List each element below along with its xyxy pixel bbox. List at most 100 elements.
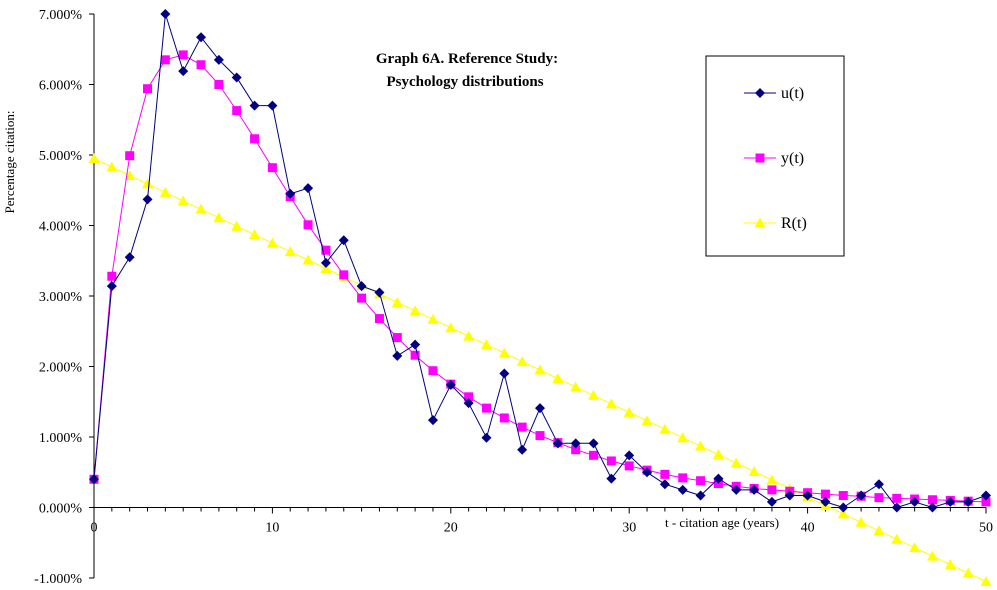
data-point-ut	[784, 490, 795, 501]
y-tick-label: 1.000%	[39, 431, 83, 446]
y-tick-label: 7.000%	[39, 8, 83, 23]
data-point-rt	[552, 372, 564, 383]
data-point-ut	[927, 502, 938, 513]
data-point-yt	[571, 445, 581, 455]
data-point-rt	[213, 212, 225, 223]
chart-title-line1: Graph 6A. Reference Study:	[376, 51, 558, 67]
data-point-yt	[250, 134, 260, 144]
x-tick-label: 40	[801, 521, 815, 536]
data-point-rt	[480, 339, 492, 350]
y-tick-label: 4.000%	[39, 220, 83, 235]
data-point-rt	[302, 254, 314, 265]
legend-item-yt: y(t)	[744, 150, 804, 167]
data-point-rt	[320, 263, 332, 274]
data-point-rt	[980, 576, 992, 587]
data-point-yt	[321, 245, 331, 255]
data-point-rt	[730, 457, 742, 468]
data-point-ut	[838, 502, 849, 513]
data-point-rt	[516, 356, 528, 367]
data-point-ut	[142, 194, 153, 205]
data-point-ut	[891, 502, 902, 513]
data-point-ut	[802, 490, 813, 501]
series-layer	[88, 9, 992, 587]
legend: u(t) y(t) R(t)	[705, 55, 845, 257]
data-point-ut	[249, 100, 260, 111]
data-point-ut	[981, 490, 991, 501]
data-point-ut	[392, 350, 403, 361]
data-point-rt	[177, 195, 189, 206]
data-point-rt	[962, 567, 974, 578]
data-point-rt	[249, 229, 261, 240]
legend-marker	[755, 153, 765, 163]
data-point-ut	[285, 188, 296, 199]
data-point-yt	[410, 350, 420, 360]
data-point-yt	[392, 333, 402, 343]
data-point-rt	[498, 347, 510, 358]
data-point-rt	[427, 313, 439, 324]
data-point-rt	[534, 364, 546, 375]
data-point-yt	[374, 314, 384, 324]
data-point-ut	[106, 281, 117, 292]
data-point-yt	[820, 489, 830, 499]
data-point-ut	[445, 379, 456, 390]
data-point-yt	[339, 270, 349, 280]
data-point-ut	[374, 287, 385, 298]
x-tick-label: 30	[622, 521, 636, 536]
x-tick-label: 0	[91, 521, 98, 536]
data-point-ut	[499, 368, 510, 379]
legend-item-ut: u(t)	[744, 85, 804, 102]
data-point-yt	[499, 413, 509, 423]
data-point-yt	[428, 366, 438, 376]
data-point-rt	[748, 466, 760, 477]
data-point-yt	[464, 392, 474, 402]
data-point-rt	[106, 161, 118, 172]
data-point-yt	[107, 271, 117, 281]
data-point-rt	[677, 432, 689, 443]
data-point-ut	[535, 403, 545, 414]
data-point-rt	[766, 474, 778, 485]
data-point-ut	[766, 496, 777, 507]
data-point-ut	[463, 398, 474, 409]
data-point-yt	[678, 473, 688, 483]
data-point-ut	[552, 438, 563, 449]
data-point-ut	[624, 450, 635, 461]
data-point-rt	[641, 415, 653, 426]
chart-title-line2: Psychology distributions	[386, 74, 543, 90]
data-point-ut	[713, 473, 724, 484]
data-point-rt	[605, 398, 617, 409]
x-tick-label: 20	[444, 521, 458, 536]
x-tick-label: 10	[265, 521, 279, 536]
y-tick-label: 0.000%	[39, 502, 83, 517]
data-point-rt	[695, 440, 707, 451]
data-point-yt	[267, 163, 277, 173]
series-rt	[88, 153, 992, 587]
data-point-rt	[88, 153, 100, 164]
data-point-ut	[606, 473, 617, 484]
data-point-rt	[409, 305, 421, 316]
data-point-ut	[677, 484, 688, 495]
data-point-yt	[589, 450, 599, 460]
data-point-ut	[659, 479, 670, 490]
legend-box	[705, 55, 845, 257]
data-point-rt	[588, 389, 600, 400]
data-point-rt	[463, 330, 475, 341]
data-point-rt	[391, 296, 403, 307]
data-point-yt	[767, 485, 777, 495]
series-ut	[89, 9, 991, 513]
data-point-yt	[125, 151, 135, 161]
data-point-yt	[357, 293, 367, 303]
data-point-yt	[214, 80, 224, 89]
legend-marker	[754, 217, 766, 228]
data-point-rt	[623, 406, 635, 417]
data-point-ut	[338, 235, 349, 246]
legend-label: u(t)	[781, 85, 804, 102]
data-point-yt	[535, 431, 545, 441]
data-point-yt	[838, 491, 848, 501]
data-point-rt	[909, 542, 921, 553]
data-point-yt	[232, 106, 242, 116]
data-point-ut	[410, 339, 421, 350]
data-point-ut	[303, 183, 314, 194]
data-point-yt	[696, 476, 706, 486]
data-point-ut	[749, 484, 760, 495]
legend-label: R(t)	[781, 215, 807, 232]
